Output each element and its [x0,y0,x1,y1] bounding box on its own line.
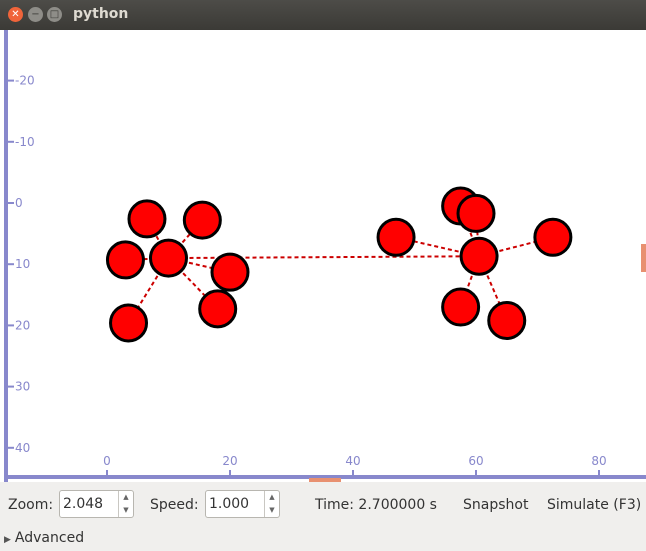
y-tick-mark [8,324,14,327]
y-tick-mark [8,79,14,82]
y-tick-label: -20 [15,74,35,88]
y-tick-mark [8,140,14,143]
simulation-canvas[interactable]: -20 -10 0 10 20 30 40 0 20 40 60 80 [0,30,646,482]
y-axis [4,30,8,482]
body-node [456,193,496,233]
vertical-scroll-marker[interactable] [641,244,646,272]
minimize-icon[interactable]: − [28,7,43,22]
x-tick-label: 0 [103,454,111,468]
x-tick-mark [229,470,231,476]
nodes [105,186,573,343]
horizontal-scroll-marker[interactable] [309,478,341,482]
zoom-input[interactable] [63,495,117,513]
advanced-label: Advanced [14,530,85,546]
x-tick-label: 80 [591,454,606,468]
x-tick-mark [598,470,600,476]
body-node [487,301,527,341]
time-readout: Time: 2.700000 s [315,497,437,513]
x-tick-mark [475,470,477,476]
title-bar: ✕ − □ python [0,0,646,30]
x-tick-label: 60 [468,454,483,468]
y-tick-mark [8,263,14,266]
zoom-spinbox[interactable]: ▲ ▼ [59,490,134,518]
chevron-up-icon[interactable]: ▲ [269,493,275,501]
y-tick-label: 20 [15,318,30,332]
speed-spinbox[interactable]: ▲ ▼ [205,490,280,518]
body-node [198,289,238,329]
chevron-down-icon[interactable]: ▼ [123,506,129,514]
y-tick-mark [8,385,14,388]
speed-label: Speed: [150,497,199,513]
x-tick-label: 20 [222,454,237,468]
body-node [182,200,222,240]
x-ticks: 0 20 40 60 80 [103,454,607,476]
y-tick-label: 0 [15,196,23,210]
y-tick-label: 30 [15,380,30,394]
close-icon[interactable]: ✕ [8,7,23,22]
body-node [105,240,145,280]
speed-input[interactable] [209,495,263,513]
body-node [376,217,416,257]
x-tick-mark [352,470,354,476]
snapshot-button[interactable]: Snapshot [463,497,529,513]
zoom-label: Zoom: [8,497,54,513]
window-title: python [73,6,129,22]
body-node [459,236,499,276]
x-tick-mark [106,470,108,476]
y-tick-mark [8,446,14,449]
expander-triangle-icon: ▶ [4,535,11,545]
body-node [210,252,250,292]
advanced-expander[interactable]: ▶ Advanced [4,530,84,546]
body-node [127,199,167,239]
y-tick-mark [8,202,14,204]
chevron-down-icon[interactable]: ▼ [269,506,275,514]
x-tick-label: 40 [345,454,360,468]
y-tick-label: 40 [15,441,30,455]
body-node [533,217,573,257]
body-node [149,238,188,278]
x-axis [4,475,646,479]
y-tick-label: 10 [15,257,30,271]
body-node [109,303,149,343]
maximize-icon[interactable]: □ [47,7,62,22]
toolbar: Zoom: ▲ ▼ Speed: ▲ ▼ Time: 2.700000 s Sn… [0,483,646,527]
zoom-stepper[interactable]: ▲ ▼ [118,491,133,517]
body-node [441,287,481,327]
simulate-button[interactable]: Simulate (F3) [547,497,642,513]
y-ticks: -20 -10 0 10 20 30 40 [8,74,35,455]
y-tick-label: -10 [15,135,35,149]
chevron-up-icon[interactable]: ▲ [123,493,129,501]
speed-stepper[interactable]: ▲ ▼ [264,491,279,517]
